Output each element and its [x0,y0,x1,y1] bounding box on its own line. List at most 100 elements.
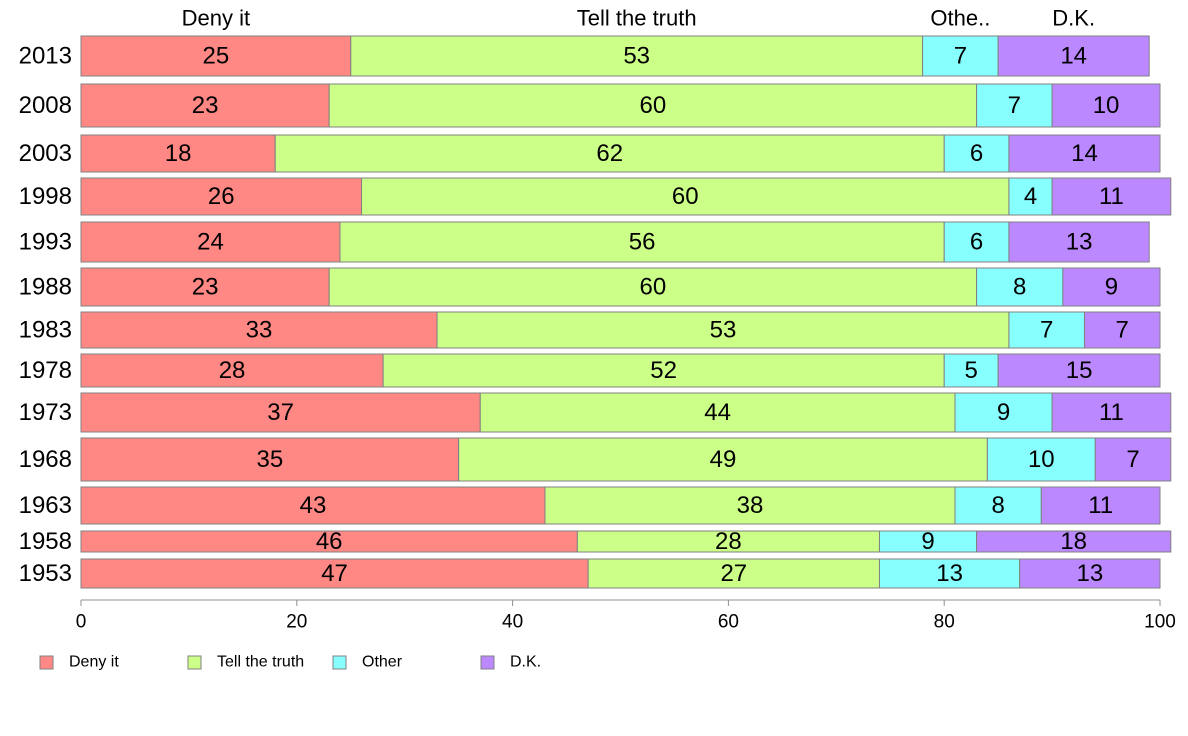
year-label-2008: 2008 [19,92,72,119]
bar-2003-series-3 [1008,134,1161,173]
bar-1983-series-0 [80,311,438,349]
legend: Deny it Tell the truth Other D.K. [39,654,541,671]
data-label-1973-series-0: 37 [267,399,294,426]
x-tick-label-40: 40 [502,612,523,633]
legend-swatch-3 [480,655,495,670]
data-label-1993-series-0: 24 [197,229,224,256]
data-label-1978-series-0: 28 [219,357,246,384]
year-label-1968: 1968 [19,446,72,473]
bar-1968-series-2 [986,437,1096,482]
data-label-2003-series-3: 14 [1071,140,1098,167]
data-label-1953-series-1: 27 [720,560,747,587]
bar-1998-series-1 [361,177,1010,216]
bar-1998-series-0 [80,177,363,216]
column-header-0: Deny it [182,6,250,31]
data-label-1963-series-3: 11 [1088,492,1113,519]
bar-1953-series-0 [80,558,589,589]
data-label-1958-series-0: 46 [316,528,343,555]
bar-1978-series-0 [80,353,384,388]
bar-2008-series-1 [328,83,978,128]
data-label-1983-series-2: 7 [1040,317,1053,344]
data-label-1983-series-0: 33 [246,317,273,344]
bar-2013-series-0 [80,35,352,77]
bar-1993-series-2 [943,221,1010,263]
bar-2008-series-3 [1051,83,1161,128]
data-label-1988-series-3: 9 [1105,274,1118,301]
x-tick-label-20: 20 [286,612,307,633]
data-label-1998-series-2: 4 [1024,183,1037,210]
data-label-2008-series-1: 60 [640,92,667,119]
column-header-1: Tell the truth [577,6,697,31]
bar-1968-series-0 [80,437,460,482]
bar-2013-series-3 [997,35,1150,77]
data-label-2008-series-3: 10 [1093,92,1120,119]
year-label-1958: 1958 [19,528,72,555]
data-label-1968-series-0: 35 [256,446,283,473]
column-header-3: D.K. [1052,6,1095,31]
legend-swatch-2 [332,655,347,670]
data-label-1978-series-1: 52 [650,357,677,384]
data-label-2008-series-0: 23 [192,92,219,119]
bar-2013-series-1 [350,35,924,77]
bar-1988-series-0 [80,267,330,307]
column-header-2: Othe.. [930,6,990,31]
legend-label-0: Deny it [69,654,119,671]
data-label-1993-series-1: 56 [629,229,656,256]
bar-1973-series-2 [954,392,1053,433]
data-label-1973-series-2: 9 [997,399,1010,426]
year-label-1998: 1998 [19,183,72,210]
legend-label-2: Other [362,654,403,671]
bar-1993-series-0 [80,221,341,263]
bar-1953-series-3 [1019,558,1161,589]
bar-1953-series-1 [587,558,880,589]
bar-2013-series-2 [922,35,999,77]
x-tick-label-0: 0 [76,612,87,633]
data-label-1988-series-0: 23 [192,274,219,301]
data-label-1993-series-3: 13 [1066,229,1093,256]
bar-1983-series-2 [1008,311,1085,349]
bar-1958-series-3 [976,530,1172,553]
data-label-1988-series-1: 60 [640,274,667,301]
legend-swatch-1 [187,655,202,670]
data-label-1968-series-2: 10 [1028,446,1055,473]
data-label-2013-series-3: 14 [1060,43,1087,70]
year-label-2013: 2013 [19,43,72,70]
year-label-1963: 1963 [19,492,72,519]
bar-1993-series-3 [1008,221,1150,263]
data-label-1978-series-3: 15 [1066,357,1093,384]
bar-1978-series-3 [997,353,1161,388]
data-label-2008-series-2: 7 [1008,92,1021,119]
bar-1963-series-2 [954,486,1042,525]
data-label-1998-series-0: 26 [208,183,235,210]
bar-1963-series-0 [80,486,546,525]
year-label-1953: 1953 [19,560,72,587]
data-label-1963-series-1: 38 [737,492,764,519]
x-tick-label-100: 100 [1144,612,1176,633]
data-label-1958-series-3: 18 [1060,528,1087,555]
data-label-1953-series-2: 13 [936,560,963,587]
bar-1963-series-3 [1040,486,1161,525]
data-label-1968-series-1: 49 [710,446,737,473]
column-headers: Deny it Tell the truth Othe.. D.K. [182,6,1095,31]
data-label-1958-series-2: 9 [921,528,934,555]
x-tick-label-80: 80 [934,612,955,633]
bar-2003-series-1 [274,134,945,173]
data-label-2013-series-0: 25 [203,43,230,70]
x-tick-label-60: 60 [718,612,739,633]
bar-2003-series-0 [80,134,276,173]
data-label-1983-series-3: 7 [1116,317,1129,344]
bar-1973-series-1 [479,392,956,433]
data-label-1973-series-1: 44 [704,399,731,426]
year-label-1993: 1993 [19,229,72,256]
data-label-1983-series-1: 53 [710,317,737,344]
bar-1998-series-3 [1051,177,1172,216]
data-label-1988-series-2: 8 [1013,274,1026,301]
legend-label-3: D.K. [510,654,541,671]
bar-1968-series-3 [1094,437,1172,482]
year-label-1983: 1983 [19,317,72,344]
data-label-1973-series-3: 11 [1099,399,1124,426]
data-label-2013-series-1: 53 [623,43,650,70]
data-label-1978-series-2: 5 [964,357,977,384]
data-label-1958-series-1: 28 [715,528,742,555]
